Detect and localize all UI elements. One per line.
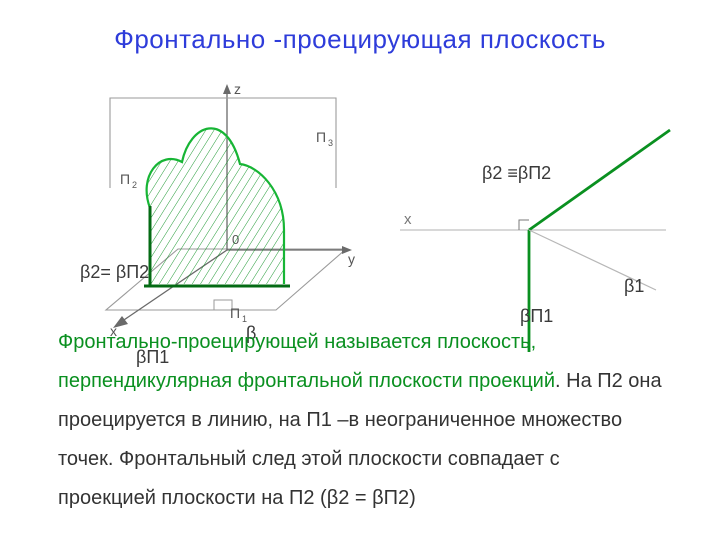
svg-text:П: П	[316, 129, 326, 145]
description-highlight: Фронтально-проецирующей называется плоск…	[58, 331, 555, 392]
diagram-area: z y x 0 П2 П3 П1 β2= βП2 βП1 β	[0, 70, 720, 360]
right-axis-x-label: x	[404, 211, 412, 228]
left-label-beta2eq: β2= βП2	[80, 262, 149, 283]
page-title: Фронтально -проецирующая плоскость	[0, 24, 720, 55]
svg-text:П: П	[230, 305, 240, 321]
svg-text:2: 2	[132, 180, 137, 190]
beta-plane	[144, 128, 290, 286]
left-3d-diagram: z y x 0 П2 П3 П1	[80, 80, 370, 340]
svg-text:3: 3	[328, 138, 333, 148]
svg-text:z: z	[234, 81, 241, 97]
svg-text:y: y	[348, 251, 355, 267]
svg-text:П: П	[120, 171, 130, 187]
right-label-beta1: β1	[624, 276, 644, 297]
right-label-beta2eq: β2 ≡βП2	[482, 163, 551, 184]
description-paragraph: Фронтально-проецирующей называется плоск…	[58, 323, 662, 518]
